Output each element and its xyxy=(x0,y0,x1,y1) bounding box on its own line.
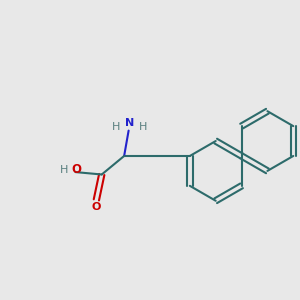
Text: H: H xyxy=(140,122,148,132)
Text: H: H xyxy=(60,165,68,175)
Text: N: N xyxy=(125,118,135,128)
Text: O: O xyxy=(92,202,101,212)
Text: H: H xyxy=(112,122,120,132)
Text: O: O xyxy=(71,163,81,176)
